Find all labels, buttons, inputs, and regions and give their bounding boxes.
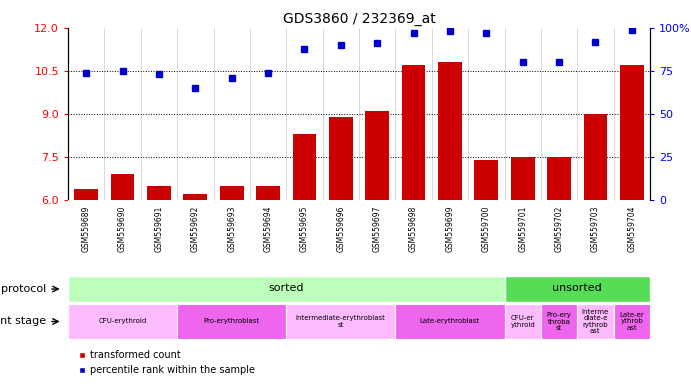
Bar xyxy=(292,134,316,200)
Bar xyxy=(220,186,243,200)
Bar xyxy=(395,304,504,339)
Text: Pro-ery
throba
st: Pro-ery throba st xyxy=(547,312,571,331)
Text: GSM559703: GSM559703 xyxy=(591,206,600,253)
Text: Late-er
ythrob
ast: Late-er ythrob ast xyxy=(619,312,644,331)
Bar xyxy=(584,114,607,200)
Legend: transformed count, percentile rank within the sample: transformed count, percentile rank withi… xyxy=(73,346,259,379)
Bar xyxy=(511,157,535,200)
Bar xyxy=(401,65,426,200)
Text: GSM559702: GSM559702 xyxy=(555,206,564,252)
Text: GSM559694: GSM559694 xyxy=(263,206,272,253)
Text: GSM559696: GSM559696 xyxy=(337,206,346,253)
Bar xyxy=(177,304,286,339)
Bar xyxy=(577,304,614,339)
Text: GSM559704: GSM559704 xyxy=(627,206,636,253)
Bar xyxy=(438,62,462,200)
Bar xyxy=(75,189,98,200)
Text: GSM559692: GSM559692 xyxy=(191,206,200,252)
Bar xyxy=(620,65,643,200)
Bar xyxy=(68,276,504,301)
Text: GSM559690: GSM559690 xyxy=(118,206,127,253)
Text: GSM559698: GSM559698 xyxy=(409,206,418,252)
Text: GSM559697: GSM559697 xyxy=(372,206,381,253)
Bar xyxy=(329,117,352,200)
Bar xyxy=(68,304,177,339)
Bar xyxy=(504,276,650,301)
Text: GSM559701: GSM559701 xyxy=(518,206,527,252)
Title: GDS3860 / 232369_at: GDS3860 / 232369_at xyxy=(283,12,435,26)
Text: GSM559693: GSM559693 xyxy=(227,206,236,253)
Text: Interme
diate-e
rythrob
ast: Interme diate-e rythrob ast xyxy=(582,309,609,334)
Bar xyxy=(366,111,389,200)
Bar xyxy=(547,157,571,200)
Text: development stage: development stage xyxy=(0,316,46,326)
Text: GSM559695: GSM559695 xyxy=(300,206,309,253)
Text: sorted: sorted xyxy=(269,283,304,293)
Text: CFU-erythroid: CFU-erythroid xyxy=(98,318,146,324)
Text: Pro-erythroblast: Pro-erythroblast xyxy=(204,318,260,324)
Text: GSM559689: GSM559689 xyxy=(82,206,91,252)
Text: Intermediate-erythroblast
st: Intermediate-erythroblast st xyxy=(296,315,386,328)
Text: GSM559699: GSM559699 xyxy=(446,206,455,253)
Bar xyxy=(256,186,280,200)
Bar xyxy=(184,194,207,200)
Text: CFU-er
ythroid: CFU-er ythroid xyxy=(511,315,535,328)
Bar xyxy=(111,174,134,200)
Bar xyxy=(475,160,498,200)
Bar xyxy=(504,304,541,339)
Text: protocol: protocol xyxy=(1,284,46,294)
Text: unsorted: unsorted xyxy=(552,283,602,293)
Text: GSM559691: GSM559691 xyxy=(154,206,164,252)
Bar xyxy=(614,304,650,339)
Bar xyxy=(541,304,577,339)
Text: Late-erythroblast: Late-erythroblast xyxy=(420,318,480,324)
Bar xyxy=(147,186,171,200)
Bar xyxy=(286,304,395,339)
Text: GSM559700: GSM559700 xyxy=(482,206,491,253)
